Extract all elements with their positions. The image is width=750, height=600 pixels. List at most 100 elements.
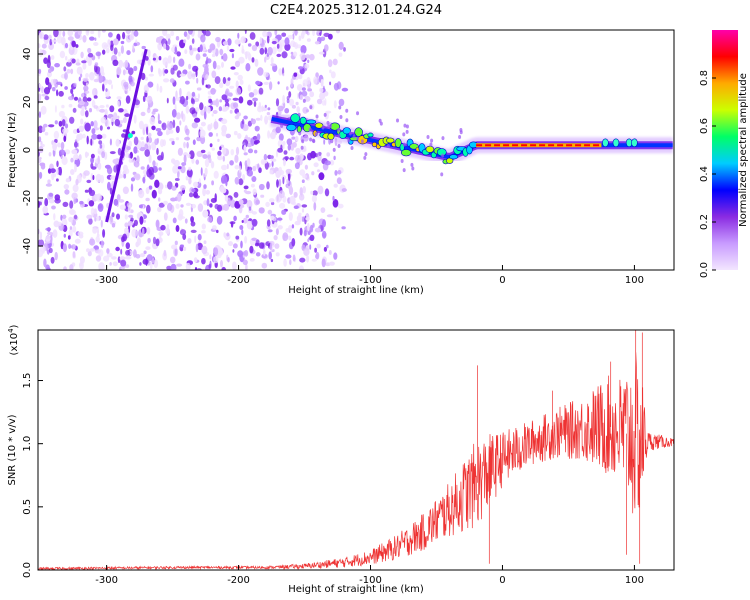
noise-cell bbox=[458, 134, 462, 139]
noise-cell bbox=[321, 230, 327, 239]
noise-cell bbox=[312, 222, 315, 228]
noise-cell bbox=[61, 104, 65, 109]
noise-cell bbox=[305, 54, 311, 59]
noise-cell bbox=[191, 188, 196, 193]
noise-cell bbox=[103, 255, 110, 262]
colorbar: 0.0 0.2 0.4 0.6 0.8 Normalized spectral ampl… bbox=[699, 30, 749, 278]
noise-cell bbox=[292, 254, 296, 262]
noise-cell bbox=[45, 227, 52, 231]
noise-cell bbox=[68, 228, 73, 237]
noise-cell bbox=[107, 79, 113, 85]
noise-cell bbox=[68, 243, 72, 249]
noise-cell bbox=[48, 198, 55, 204]
noise-cell bbox=[44, 131, 49, 136]
noise-cell bbox=[229, 48, 235, 53]
noise-cell bbox=[216, 65, 221, 70]
noise-cell bbox=[112, 261, 118, 267]
noise-cell bbox=[237, 250, 244, 258]
noise-cell bbox=[254, 58, 259, 67]
noise-cell bbox=[402, 132, 406, 137]
noise-cell bbox=[301, 204, 308, 208]
noise-cell bbox=[97, 155, 100, 165]
noise-cell bbox=[175, 90, 178, 100]
noise-cell bbox=[71, 149, 78, 155]
noise-cell bbox=[301, 139, 305, 144]
noise-cell bbox=[102, 229, 106, 238]
noise-cell bbox=[217, 138, 220, 142]
noise-cell bbox=[219, 99, 223, 103]
noise-cell bbox=[197, 203, 204, 212]
noise-cell bbox=[290, 82, 293, 88]
noise-cell bbox=[105, 88, 108, 92]
noise-cell bbox=[160, 151, 164, 161]
noise-cell bbox=[63, 266, 67, 270]
noise-cell bbox=[294, 30, 298, 36]
noise-cell bbox=[52, 87, 56, 92]
noise-cell bbox=[116, 194, 121, 201]
noise-cell bbox=[242, 251, 247, 256]
noise-cell bbox=[115, 138, 120, 147]
noise-cell bbox=[133, 219, 138, 227]
noise-cell bbox=[113, 112, 118, 121]
noise-cell bbox=[38, 48, 43, 58]
noise-cell bbox=[293, 51, 298, 57]
noise-cell bbox=[227, 38, 232, 46]
noise-cell bbox=[235, 87, 242, 96]
noise-cell bbox=[43, 258, 47, 268]
noise-cell bbox=[67, 30, 74, 37]
noise-cell bbox=[64, 123, 69, 129]
noise-cell bbox=[239, 79, 244, 85]
noise-cell bbox=[96, 193, 102, 202]
noise-cell bbox=[78, 100, 85, 106]
noise-cell bbox=[122, 69, 126, 76]
noise-cell bbox=[264, 104, 267, 108]
noise-cell bbox=[191, 203, 197, 209]
noise-cell bbox=[159, 233, 162, 242]
noise-cell bbox=[329, 81, 332, 86]
noise-cell bbox=[56, 167, 59, 175]
noise-cell bbox=[307, 88, 312, 92]
noise-cell bbox=[152, 57, 156, 61]
colorbar-tick-label: 0.6 bbox=[699, 118, 710, 134]
noise-cell bbox=[80, 118, 84, 125]
noise-cell bbox=[125, 249, 131, 256]
noise-cell bbox=[71, 58, 76, 64]
noise-cell bbox=[146, 95, 153, 104]
noise-cell bbox=[51, 205, 56, 210]
spectrogram-signal bbox=[269, 96, 673, 177]
noise-cell bbox=[219, 48, 224, 56]
noise-cell bbox=[276, 53, 282, 58]
noise-cell bbox=[99, 144, 103, 149]
noise-cell bbox=[142, 95, 146, 103]
noise-cell bbox=[113, 47, 118, 55]
spectrogram-x-tick-label: -200 bbox=[227, 275, 250, 286]
noise-cell bbox=[120, 40, 125, 45]
noise-cell bbox=[158, 56, 162, 61]
noise-cell bbox=[255, 117, 261, 121]
noise-cell bbox=[48, 192, 54, 197]
noise-cell bbox=[84, 90, 90, 94]
noise-cell bbox=[174, 240, 178, 246]
noise-cell bbox=[245, 214, 249, 219]
noise-cell bbox=[124, 214, 128, 220]
noise-cell bbox=[82, 77, 89, 82]
noise-cell bbox=[263, 81, 269, 85]
noise-cell bbox=[167, 181, 173, 190]
noise-cell bbox=[54, 105, 57, 113]
noise-cell bbox=[169, 256, 176, 264]
noise-cell bbox=[112, 38, 119, 46]
noise-cell bbox=[53, 220, 60, 228]
noise-cell bbox=[299, 227, 303, 236]
noise-cell bbox=[200, 34, 206, 43]
noise-cell bbox=[69, 200, 74, 209]
noise-cell bbox=[196, 136, 202, 142]
noise-cell bbox=[70, 217, 73, 225]
noise-cell bbox=[147, 81, 154, 88]
noise-cell bbox=[247, 148, 254, 154]
spectrogram-y-label: Frequency (Hz) bbox=[7, 112, 18, 188]
noise-cell bbox=[189, 45, 193, 51]
snr-x-tick-label: 100 bbox=[625, 575, 644, 586]
noise-cell bbox=[309, 224, 314, 233]
noise-cell bbox=[130, 217, 134, 222]
noise-cell bbox=[441, 136, 445, 141]
